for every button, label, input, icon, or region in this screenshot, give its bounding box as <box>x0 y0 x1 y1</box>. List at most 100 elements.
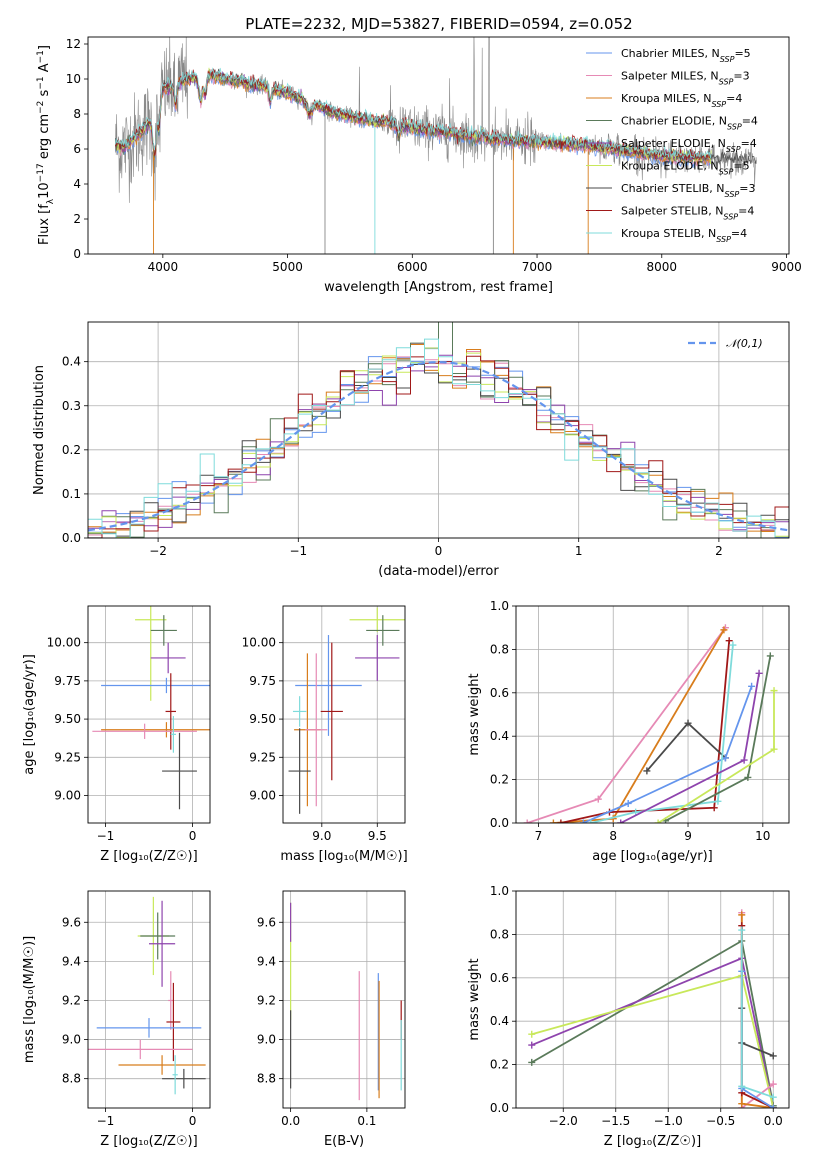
mass_weight_vs_Z-axes: −2.0 −1.5 −1.0 −0.5 0.0 0.0 0.2 0.4 0.6 0.8 1.0 Z [… <box>467 884 790 1149</box>
spectrum-ytick-label-6: 12 <box>66 37 81 51</box>
mass_weight_vs_age-xtick-label-3: 10 <box>755 829 770 843</box>
mass_weight_vs_age-xtick-label-0: 7 <box>535 829 543 843</box>
residuals-plot-area <box>88 322 789 538</box>
mass_weight_vs_Z-marker-8-1 <box>738 1082 746 1090</box>
age_vs_Z-ylabel: age [log₁₀(age/yr)] <box>22 654 37 775</box>
residuals-xlabel: (data-model)/error <box>378 564 499 579</box>
mass_vs_Z-xtick-label-1: 0 <box>189 1114 197 1128</box>
residuals-ytick-label-4: 0.4 <box>62 355 81 369</box>
mass_weight_vs_age-marker-2-0 <box>557 819 565 823</box>
mass_vs_EBV-xlabel: E(B-V) <box>324 1134 364 1149</box>
mass_weight_vs_age-marker-7-1 <box>744 773 752 781</box>
residuals-axes: −2 −1 0 1 2 0.0 0.1 0.2 0.3 0.4 (data-model)/error… <box>32 321 790 579</box>
legend-label-4: Salpeter ELODIE, NSSP=4 <box>621 137 757 154</box>
mass_vs_Z-plot-area <box>88 896 206 1095</box>
age_vs_mass-plot-area <box>288 607 405 814</box>
mass_weight_vs_Z-xlabel: Z [log₁₀(Z/Z☉)] <box>604 1134 701 1149</box>
spectrum-ytick-label-1: 2 <box>73 212 81 226</box>
spectrum-ytick-label-5: 10 <box>66 72 81 86</box>
age_vs_mass-ytick-label-3: 9.75 <box>249 674 276 688</box>
mass_weight_vs_age-marker-2-3 <box>725 637 733 645</box>
mass_weight_vs_Z-marker-1-0 <box>528 1041 536 1049</box>
residuals-xtick-label-3: 1 <box>575 544 583 558</box>
mass_weight_vs_age-series-1 <box>553 629 725 823</box>
mass_weight_vs_Z-marker-6-2 <box>769 1052 777 1060</box>
legend-label-1: Salpeter MILES, NSSP=3 <box>621 70 750 87</box>
residuals-xtick-label-0: −2 <box>149 544 167 558</box>
mass_vs_Z-ytick-label-4: 9.6 <box>62 915 81 929</box>
mass_weight_vs_age-marker-2-2 <box>710 804 718 812</box>
mass_weight_vs_Z-series-1 <box>531 957 775 1108</box>
mass_vs_Z-ytick-label-3: 9.4 <box>62 954 81 968</box>
spectrum-ytick-label-0: 0 <box>73 247 81 261</box>
residuals-xtick-label-2: 0 <box>435 544 443 558</box>
mass_vs_Z-frame <box>87 890 211 1109</box>
mass_vs_Z-ytick-label-0: 8.8 <box>62 1072 81 1086</box>
spectrum-ytick-label-2: 4 <box>73 177 81 191</box>
mass_weight_vs_age-series-8 <box>657 690 775 823</box>
mass_vs_Z-ytick-label-1: 9.0 <box>62 1033 81 1047</box>
figure-title: PLATE=2232, MJD=53827, FIBERID=0594, z=0… <box>245 15 632 33</box>
residuals-ylabel: Normed distribution <box>32 365 47 495</box>
spectrum-ylabel: Flux [fλ10−17 erg cm−2 s−1 A−1] <box>36 45 56 245</box>
mass_weight_vs_age-marker-5-3 <box>729 641 737 649</box>
age_vs_Z-frame <box>87 605 211 824</box>
spectrum-ytick-label-3: 6 <box>73 142 81 156</box>
mass_weight_vs_Z-ytick-label-4: 0.8 <box>490 927 509 941</box>
mass_weight_vs_age-marker-0-1 <box>594 795 602 803</box>
age_vs_Z-ytick-label-3: 9.75 <box>54 674 81 688</box>
age_vs_Z-xtick-label-0: −1 <box>97 829 115 843</box>
mass_weight_vs_age-marker-5-2 <box>714 797 722 805</box>
spectrum-xtick-label-1: 5000 <box>272 260 303 274</box>
mass_weight_vs_age-marker-3-1 <box>684 719 692 727</box>
mass_weight_vs_age-marker-1-0 <box>549 819 557 823</box>
mass_weight_vs_age-marker-6-2 <box>755 669 763 677</box>
spectrum-xtick-label-5: 9000 <box>771 260 802 274</box>
legend-label-2: Kroupa MILES, NSSP=4 <box>621 92 742 109</box>
mass_vs_EBV-ytick-label-1: 9.0 <box>257 1033 276 1047</box>
spectrum-frame <box>87 36 790 255</box>
mass_weight_vs_Z-marker-4-0 <box>738 911 746 919</box>
residual-histogram-6 <box>88 364 789 538</box>
mass_weight_vs_Z-ytick-label-5: 1.0 <box>490 884 509 898</box>
legend-label-5: Kroupa ELODIE, NSSP=5 <box>621 160 750 177</box>
mass_weight_vs_age-xlabel: age [log₁₀(age/yr)] <box>592 849 713 864</box>
mass_weight_vs_Z-xtick-label-4: 0.0 <box>764 1114 783 1128</box>
mass_weight_vs_age-series-0 <box>526 627 727 823</box>
mass_weight_vs_age-marker-6-1 <box>740 756 748 764</box>
mass_weight_vs_age-ytick-label-0: 0.0 <box>490 816 509 830</box>
mass_weight_vs_age-marker-0-0 <box>523 819 531 823</box>
mass_vs_EBV-xtick-label-1: 0.1 <box>357 1114 376 1128</box>
mass_weight_vs_age-ytick-label-2: 0.4 <box>490 729 509 743</box>
spectrum-xtick-label-0: 4000 <box>148 260 179 274</box>
mass_weight_vs_age-marker-4-1 <box>624 799 632 807</box>
mass_weight_vs_Z-marker-4-1 <box>738 1100 746 1108</box>
legend-label-6: Chabrier STELIB, NSSP=3 <box>621 182 755 199</box>
mass_weight_vs_Z-marker-7-2 <box>769 1104 777 1108</box>
mass_vs_EBV-frame <box>282 890 406 1109</box>
mass_weight_vs_Z-marker-8-2 <box>769 1093 777 1101</box>
mass_weight_vs_Z-ytick-label-3: 0.6 <box>490 971 509 985</box>
spectrum-axes: 4000 5000 6000 7000 8000 9000 0 2 4 6 8 10 12 wavelen… <box>36 36 802 295</box>
mass_weight_vs_age-series-6 <box>620 673 760 823</box>
mass_vs_EBV-ytick-label-0: 8.8 <box>257 1072 276 1086</box>
mass_vs_Z-xlabel: Z [log₁₀(Z/Z☉)] <box>100 1134 197 1149</box>
age_vs_Z-axes: −1 0 9.00 9.25 9.50 9.75 10.00 Z [log₁₀(Z/Z☉)] a… <box>22 605 211 864</box>
residuals-ytick-label-2: 0.2 <box>62 443 81 457</box>
age_vs_mass-xlabel: mass [log₁₀(M/M☉)] <box>280 849 407 864</box>
mass_vs_Z-xtick-label-0: −1 <box>97 1114 115 1128</box>
mass_weight_vs_age-frame <box>515 605 790 824</box>
age_vs_Z-xlabel: Z [log₁₀(Z/Z☉)] <box>100 849 197 864</box>
mass_weight_vs_Z-marker-8-0 <box>738 926 746 934</box>
spectrum-xtick-label-2: 6000 <box>397 260 428 274</box>
age_vs_mass-frame <box>282 605 406 824</box>
mass_weight_vs_Z-ylabel: mass weight <box>467 958 482 1040</box>
mass_vs_Z-ylabel: mass [log₁₀(M/M☉)] <box>22 936 37 1063</box>
residuals-xtick-label-4: 2 <box>715 544 723 558</box>
residual-histogram-8 <box>88 338 789 538</box>
legend-label-7: Salpeter STELIB, NSSP=4 <box>621 205 754 222</box>
mass_weight_vs_age-marker-8-2 <box>770 687 778 695</box>
age_vs_mass-xtick-label-1: 9.5 <box>368 829 387 843</box>
age_vs_mass-ytick-label-1: 9.25 <box>249 750 276 764</box>
mass_vs_EBV-ytick-label-2: 9.2 <box>257 993 276 1007</box>
